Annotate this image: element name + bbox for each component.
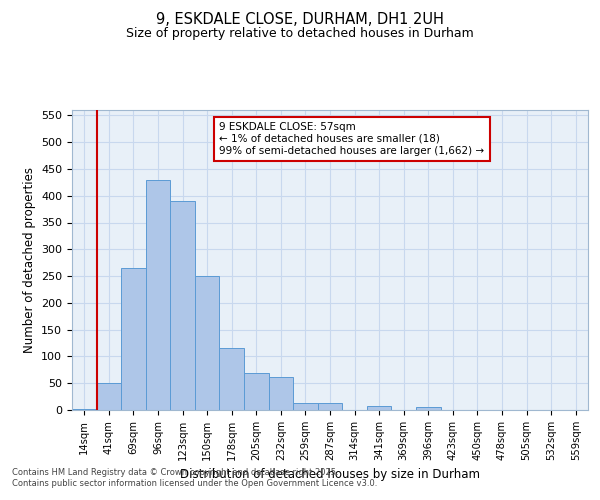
Bar bbox=[416, 407, 440, 410]
Bar bbox=[269, 377, 293, 410]
Y-axis label: Number of detached properties: Number of detached properties bbox=[23, 167, 35, 353]
Bar bbox=[97, 383, 121, 410]
Bar bbox=[195, 276, 220, 410]
Bar bbox=[72, 409, 97, 410]
Bar bbox=[318, 403, 342, 410]
Bar bbox=[293, 403, 318, 410]
Text: 9 ESKDALE CLOSE: 57sqm
← 1% of detached houses are smaller (18)
99% of semi-deta: 9 ESKDALE CLOSE: 57sqm ← 1% of detached … bbox=[220, 122, 485, 156]
Text: Size of property relative to detached houses in Durham: Size of property relative to detached ho… bbox=[126, 28, 474, 40]
Text: Contains HM Land Registry data © Crown copyright and database right 2025.
Contai: Contains HM Land Registry data © Crown c… bbox=[12, 468, 377, 487]
X-axis label: Distribution of detached houses by size in Durham: Distribution of detached houses by size … bbox=[180, 468, 480, 481]
Bar bbox=[220, 348, 244, 410]
Text: 9, ESKDALE CLOSE, DURHAM, DH1 2UH: 9, ESKDALE CLOSE, DURHAM, DH1 2UH bbox=[156, 12, 444, 28]
Bar bbox=[244, 372, 269, 410]
Bar bbox=[170, 201, 195, 410]
Bar bbox=[367, 406, 391, 410]
Bar bbox=[146, 180, 170, 410]
Bar bbox=[121, 268, 146, 410]
